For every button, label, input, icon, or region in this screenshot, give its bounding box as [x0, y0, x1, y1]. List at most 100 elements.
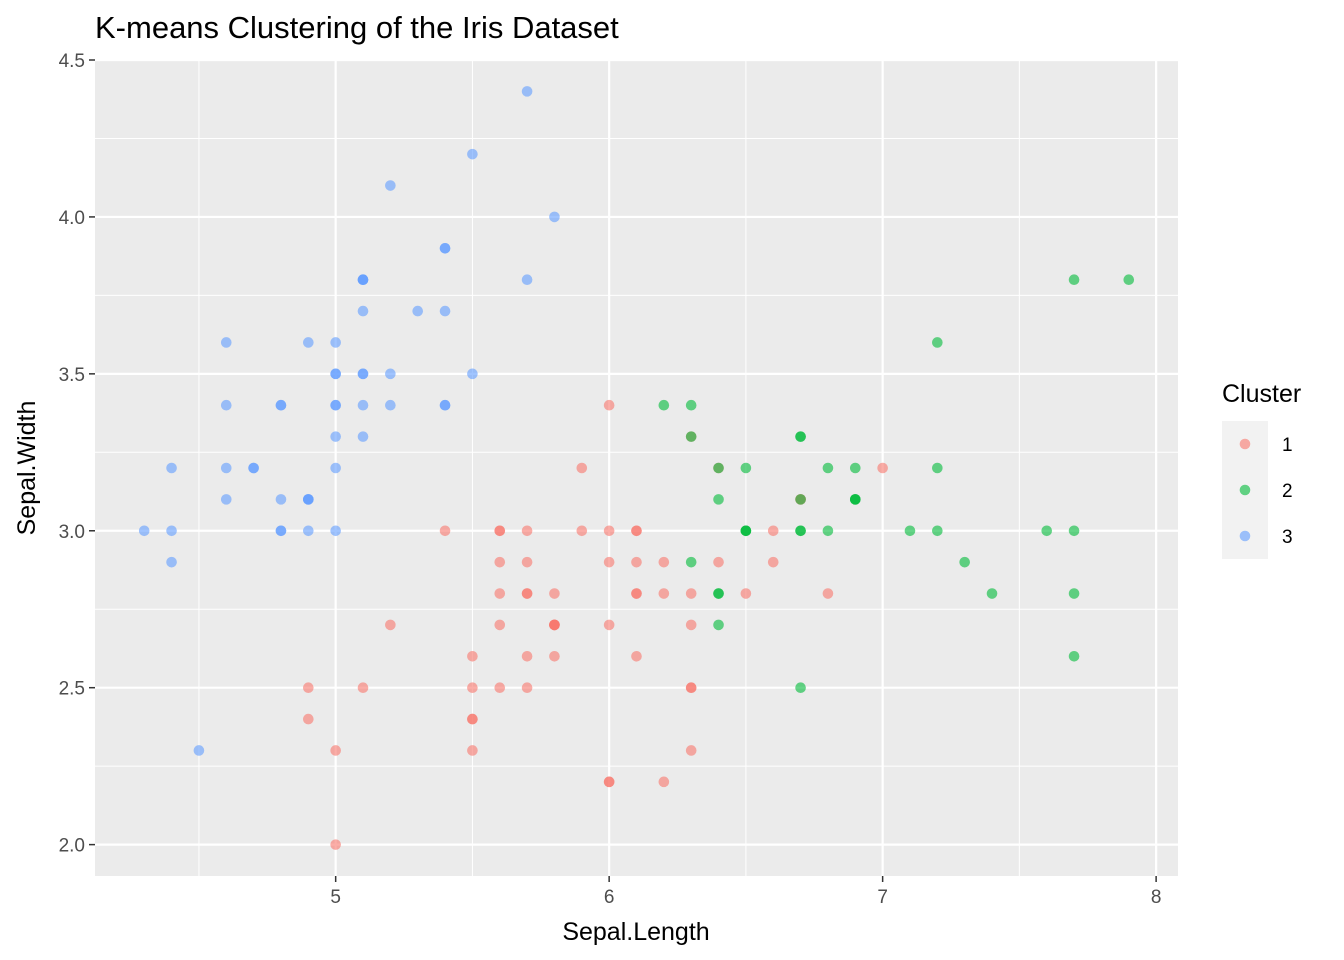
data-point-cluster-1 — [467, 745, 478, 756]
legend-title: Cluster — [1222, 380, 1301, 408]
data-point-cluster-1 — [521, 682, 533, 693]
data-point-cluster-3 — [385, 180, 396, 191]
data-point-cluster-2 — [713, 588, 724, 599]
data-point-cluster-1 — [494, 525, 506, 537]
data-point-cluster-3 — [220, 337, 232, 348]
y-axis-title: Sepal.Width — [13, 401, 41, 536]
data-point-cluster-1 — [303, 682, 314, 693]
data-point-cluster-2 — [932, 462, 943, 474]
legend-label-2: 2 — [1282, 481, 1293, 502]
data-point-cluster-1 — [303, 713, 314, 725]
data-point-cluster-3 — [275, 399, 287, 411]
data-point-cluster-3 — [330, 431, 341, 442]
data-point-cluster-1 — [603, 525, 615, 537]
x-tick-label: 7 — [877, 887, 888, 908]
data-point-cluster-1 — [685, 682, 697, 693]
y-tick-label: 4.0 — [59, 208, 85, 229]
y-tick-label: 3.5 — [59, 365, 85, 386]
data-point-cluster-2 — [685, 556, 697, 568]
data-point-cluster-3 — [357, 431, 369, 442]
data-point-cluster-1 — [631, 651, 642, 662]
x-tick-label: 8 — [1151, 887, 1162, 908]
data-point-cluster-2 — [822, 462, 834, 474]
data-point-cluster-2 — [1068, 651, 1080, 662]
data-point-cluster-3 — [275, 494, 287, 505]
data-point-cluster-3 — [467, 368, 478, 380]
data-point-cluster-2 — [849, 462, 861, 474]
data-point-cluster-1 — [603, 556, 615, 568]
y-tick-label: 2.5 — [59, 679, 85, 700]
data-point-cluster-1 — [494, 556, 506, 568]
data-point-cluster-2 — [932, 525, 943, 537]
data-point-cluster-2 — [959, 556, 970, 568]
y-tick-label: 2.0 — [59, 836, 85, 857]
data-point-cluster-1 — [685, 745, 697, 756]
data-point-cluster-3 — [439, 399, 451, 411]
data-point-cluster-3 — [303, 337, 314, 348]
y-axis: 2.0 2.5 3.0 3.5 4.0 4.5 — [59, 51, 95, 857]
data-point-cluster-2 — [822, 525, 834, 537]
y-tick-label: 3.0 — [59, 522, 85, 543]
data-point-cluster-1 — [467, 682, 478, 693]
data-point-cluster-3 — [330, 525, 341, 537]
data-point-cluster-2 — [795, 494, 806, 505]
data-point-cluster-2 — [904, 525, 916, 537]
data-point-cluster-1 — [658, 556, 670, 568]
legend-key-2 — [1239, 484, 1251, 496]
data-point-cluster-3 — [357, 399, 369, 411]
data-point-cluster-3 — [385, 368, 396, 380]
data-point-cluster-1 — [330, 745, 341, 756]
data-point-cluster-1 — [631, 588, 642, 599]
data-point-cluster-3 — [439, 243, 451, 254]
data-point-cluster-2 — [713, 494, 724, 505]
data-point-cluster-3 — [330, 399, 341, 411]
x-axis: 5 6 7 8 — [330, 876, 1161, 908]
data-point-cluster-1 — [576, 462, 588, 474]
data-point-cluster-3 — [193, 745, 205, 756]
data-point-cluster-1 — [467, 713, 478, 725]
data-point-cluster-3 — [138, 525, 150, 537]
data-point-cluster-3 — [303, 525, 314, 537]
data-point-cluster-1 — [549, 619, 560, 631]
data-point-cluster-1 — [658, 588, 670, 599]
data-point-cluster-3 — [166, 462, 177, 474]
data-point-cluster-3 — [166, 525, 177, 537]
data-point-cluster-2 — [1068, 588, 1080, 599]
plot-panel — [95, 60, 1178, 876]
data-point-cluster-1 — [549, 651, 560, 662]
data-point-cluster-1 — [467, 651, 478, 662]
data-point-cluster-3 — [330, 368, 341, 380]
data-points — [138, 86, 1135, 850]
legend-label-3: 3 — [1282, 527, 1293, 548]
data-point-cluster-1 — [740, 588, 752, 599]
data-point-cluster-3 — [467, 148, 478, 160]
data-point-cluster-1 — [767, 556, 779, 568]
data-point-cluster-2 — [849, 494, 861, 505]
data-point-cluster-1 — [822, 588, 834, 599]
x-tick-label: 6 — [604, 887, 615, 908]
x-axis-title: Sepal.Length — [562, 918, 709, 946]
data-point-cluster-2 — [795, 682, 806, 693]
data-point-cluster-3 — [521, 274, 533, 285]
y-tick-label: 4.5 — [59, 51, 85, 72]
data-point-cluster-3 — [220, 494, 232, 505]
data-point-cluster-1 — [357, 682, 369, 693]
data-point-cluster-3 — [330, 462, 341, 474]
data-point-cluster-1 — [385, 619, 396, 631]
data-point-cluster-1 — [767, 525, 779, 537]
data-point-cluster-2 — [1068, 525, 1080, 537]
data-point-cluster-1 — [713, 556, 724, 568]
data-point-cluster-3 — [357, 305, 369, 317]
data-point-cluster-2 — [685, 431, 697, 442]
data-point-cluster-2 — [740, 525, 752, 537]
data-point-cluster-3 — [549, 211, 560, 223]
data-point-cluster-1 — [877, 462, 888, 474]
data-point-cluster-1 — [603, 776, 615, 788]
data-point-cluster-3 — [521, 86, 533, 97]
legend-key-1 — [1239, 438, 1251, 450]
data-point-cluster-3 — [220, 399, 232, 411]
data-point-cluster-1 — [330, 839, 341, 850]
data-point-cluster-1 — [439, 525, 451, 537]
data-point-cluster-1 — [603, 619, 615, 631]
data-point-cluster-3 — [220, 462, 232, 474]
